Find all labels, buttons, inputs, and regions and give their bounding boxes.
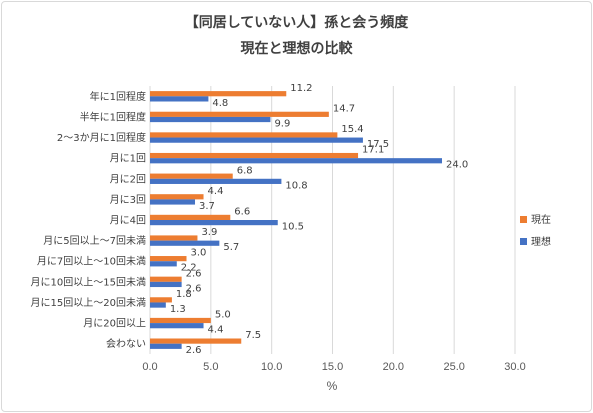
data-label: 3.0 — [191, 248, 207, 259]
bar-ideal — [150, 240, 220, 246]
data-label: 3.9 — [201, 227, 217, 238]
data-label: 4.8 — [212, 98, 228, 109]
x-tick-label: 20.0 — [383, 361, 404, 373]
category-label: 月に2回 — [110, 173, 146, 185]
data-label: 15.4 — [341, 124, 363, 135]
chart-title: 【同居していない人】孫と会う頻度 — [184, 15, 409, 31]
category-label: 月に20回以上 — [83, 318, 146, 330]
bar-current — [150, 317, 211, 324]
data-label: 6.8 — [237, 165, 253, 176]
bar-ideal — [150, 116, 271, 123]
bar-ideal — [150, 158, 442, 164]
category-label: 月に4回 — [110, 215, 146, 227]
x-tick-label: 15.0 — [322, 361, 343, 373]
bar-current — [150, 194, 204, 200]
bar-current — [150, 256, 187, 262]
category-label: 月に3回 — [110, 194, 146, 206]
data-label: 10.8 — [285, 180, 307, 191]
data-label: 5.0 — [215, 310, 231, 321]
data-label: 17.1 — [362, 145, 384, 156]
data-label: 9.9 — [274, 118, 290, 129]
bar-current — [150, 297, 172, 303]
legend-label: 理想 — [531, 235, 551, 248]
data-label: 5.7 — [223, 242, 239, 253]
x-axis-label: % — [327, 379, 338, 393]
category-label: 月に15回以上～20回未満 — [31, 297, 146, 309]
chart-subtitle: 現在と理想の比較 — [240, 41, 353, 57]
category-label: 月に7回以上～10回未満 — [37, 256, 146, 268]
data-label: 24.0 — [446, 160, 468, 171]
bar-ideal — [150, 199, 196, 205]
bar-current — [150, 173, 233, 179]
legend-label: 現在 — [531, 214, 551, 226]
data-label: 10.5 — [282, 222, 304, 233]
legend-swatch — [520, 238, 527, 245]
bar-current — [150, 276, 182, 282]
bar-current — [150, 132, 338, 138]
data-label: 17.5 — [367, 139, 389, 150]
data-label: 6.6 — [234, 207, 250, 218]
x-tick-label: 25.0 — [443, 361, 464, 373]
category-label: 月に1回 — [110, 153, 146, 165]
bar-ideal — [150, 261, 177, 267]
data-label: 2.6 — [186, 268, 202, 279]
bar-current — [150, 235, 198, 241]
bar-current — [150, 111, 329, 117]
bar-ideal — [150, 281, 182, 288]
data-label: 2.6 — [186, 345, 202, 356]
data-label: 11.2 — [290, 83, 312, 94]
data-label: 14.7 — [333, 103, 355, 114]
x-tick-label: 10.0 — [261, 361, 282, 373]
bar-ideal — [150, 302, 166, 308]
legend-swatch — [520, 216, 527, 223]
data-label: 3.7 — [199, 201, 215, 212]
x-tick-label: 5.0 — [203, 361, 218, 373]
x-tick-label: 0.0 — [142, 361, 157, 373]
category-label: 月に10回以上～15回未満 — [31, 276, 146, 288]
bar-ideal — [150, 323, 204, 329]
category-label: 年に1回程度 — [90, 90, 146, 103]
data-label: 4.4 — [208, 325, 224, 336]
bar-ideal — [150, 220, 278, 226]
bars — [150, 91, 442, 349]
category-label: 2～3か月に1回程度 — [57, 131, 146, 144]
data-label: 1.3 — [170, 304, 186, 315]
bar-ideal — [150, 343, 182, 349]
labels: 0.0 5.0 10.0 15.0 20.0 25.0 30.0 年に1回程度 11.2 4.8 半… — [31, 83, 526, 373]
category-label: 会わない — [106, 337, 146, 350]
bar-current — [150, 91, 287, 97]
data-label: 2.6 — [186, 283, 202, 294]
bar-ideal — [150, 96, 209, 102]
data-label: 4.4 — [208, 186, 224, 197]
bar-current — [150, 338, 242, 344]
category-label: 半年に1回程度 — [80, 110, 146, 123]
bar-current — [150, 214, 231, 220]
bar-ideal — [150, 178, 282, 184]
data-label: 2.2 — [181, 263, 197, 274]
bar-ideal — [150, 137, 363, 143]
bar-current — [150, 152, 359, 159]
x-tick-label: 30.0 — [504, 361, 525, 373]
data-label: 1.8 — [176, 289, 192, 300]
data-label: 7.5 — [245, 330, 261, 341]
category-label: 月に5回以上～7回未満 — [43, 235, 146, 247]
